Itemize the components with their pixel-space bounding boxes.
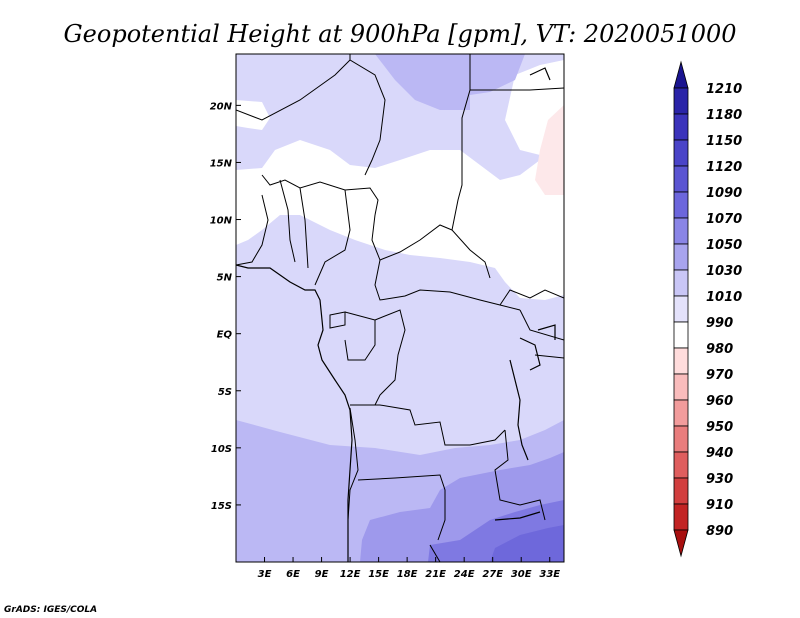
colorbar-label: 930 [706, 472, 733, 487]
colorbar-swatch [673, 321, 689, 349]
colorbar-bottom-triangle [673, 529, 689, 558]
colorbar-label: 1070 [706, 212, 742, 227]
x-tick-label: 12E [340, 569, 361, 580]
colorbar-swatch [673, 191, 689, 219]
colorbar-label: 1210 [706, 82, 742, 97]
colorbar-swatch [673, 451, 689, 479]
x-tick-label: 27E [482, 569, 503, 580]
colorbar-top-triangle [673, 60, 689, 89]
coastlines [236, 67, 556, 562]
colorbar-label: 1120 [706, 160, 742, 175]
map-frame [235, 53, 565, 563]
x-tick-label: 15E [368, 569, 389, 580]
colorbar-swatch [673, 425, 689, 453]
y-tick-label: 10N [210, 216, 233, 227]
y-tick-label: 15S [211, 501, 232, 512]
colorbar-swatch [673, 113, 689, 141]
colorbar-swatch [673, 503, 689, 531]
colorbar-label: 1050 [706, 238, 742, 253]
colorbar-swatch [673, 217, 689, 245]
field-band-1030-ne [470, 54, 525, 95]
colorbar-label: 1150 [706, 134, 742, 149]
colorbar-label: 940 [706, 446, 733, 461]
colorbar: 1210 1180 1150 1120 1090 1070 1050 1030 1010 990 9… [673, 60, 742, 558]
y-tick-label: 20N [210, 101, 233, 112]
colorbar-swatch [673, 477, 689, 505]
field-band-990-west [236, 100, 270, 130]
colorbar-swatch [673, 139, 689, 167]
credit-label: GrADS: IGES/COLA [4, 605, 97, 615]
colorbar-label: 1010 [706, 290, 742, 305]
colorbar-swatch [673, 295, 689, 323]
colorbar-label: 950 [706, 420, 733, 435]
x-tick-label: 24E [454, 569, 475, 580]
colorbar-label: 990 [706, 316, 733, 331]
colorbar-swatch [673, 399, 689, 427]
colorbar-label: 960 [706, 394, 733, 409]
colorbar-label: 1090 [706, 186, 742, 201]
colorbar-swatch [673, 269, 689, 297]
colorbar-swatch [673, 165, 689, 193]
x-tick-label: 18E [397, 569, 418, 580]
map-panel [236, 54, 564, 562]
y-tick-label: 5N [217, 273, 233, 284]
colorbar-label: 910 [706, 498, 733, 513]
x-tick-label: 6E [286, 569, 300, 580]
y-tick-label: 5S [218, 387, 232, 398]
field-band-1030-north [375, 54, 470, 110]
y-tick-label: EQ [217, 330, 233, 341]
colorbar-label: 1180 [706, 108, 742, 123]
field-band-1090 [490, 525, 564, 562]
x-tick-label: 9E [315, 569, 329, 580]
x-axis: 3E 6E 9E 12E 15E 18E 21E 24E 27E 30E 33E [258, 557, 560, 580]
colorbar-label: 1030 [706, 264, 742, 279]
x-tick-label: 21E [425, 569, 446, 580]
x-tick-label: 30E [511, 569, 532, 580]
colorbar-label: 890 [706, 524, 733, 539]
chart-title: Geopotential Height at 900hPa [gpm], VT:… [64, 20, 737, 48]
y-tick-label: 10S [211, 444, 232, 455]
colorbar-label: 980 [706, 342, 733, 357]
colorbar-label: 970 [706, 368, 733, 383]
colorbar-swatch [673, 347, 689, 375]
colorbar-swatch [673, 87, 689, 115]
y-axis: 20N 15N 10N 5N EQ 5S 10S 15S [210, 101, 241, 512]
x-tick-label: 3E [258, 569, 272, 580]
x-tick-label: 33E [539, 569, 560, 580]
country-borders [236, 54, 564, 562]
field-band-980 [535, 105, 564, 195]
colorbar-swatch [673, 243, 689, 271]
y-tick-label: 15N [210, 158, 233, 169]
colorbar-swatch [673, 373, 689, 401]
